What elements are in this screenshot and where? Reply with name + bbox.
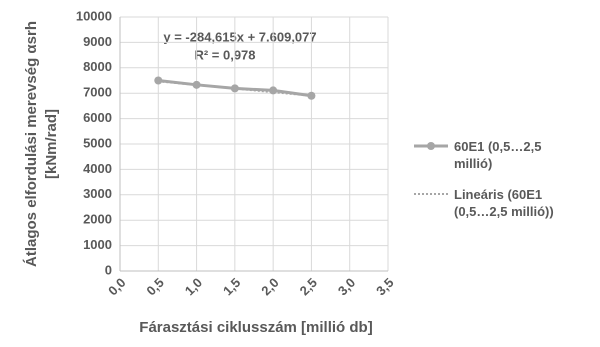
y-tick-label: 8000 [83, 59, 112, 74]
legend-swatch [414, 142, 448, 150]
y-tick-label: 9000 [83, 34, 112, 49]
y-tick-label: 4000 [83, 161, 112, 176]
x-tick-label: 3,0 [335, 275, 358, 298]
trend-line [158, 80, 312, 97]
x-tick-label: 0,5 [143, 275, 166, 298]
x-tick-label: 2,5 [297, 275, 320, 298]
legend-label: Lineáris (60E1 (0,5…2,5 millió)) [454, 187, 554, 219]
y-axis-title: Átlagos elfordulási merevség αsrh [23, 21, 40, 267]
x-tick-label: 3,5 [373, 275, 396, 298]
y-tick-label: 5000 [83, 135, 112, 150]
y-tick-label: 1000 [83, 237, 112, 252]
data-point [154, 76, 163, 85]
y-tick-label: 2000 [83, 212, 112, 227]
legend-item: 60E1 (0,5…2,5 millió) [414, 138, 600, 172]
grid [119, 16, 389, 272]
data-point [269, 86, 278, 95]
x-tick-label: 1,5 [220, 275, 243, 298]
x-axis-title: Fárasztási ciklusszám [millió db] [139, 319, 372, 336]
y-axis-title: [kNm/rad] [43, 109, 60, 179]
y-tick-label: 7000 [83, 85, 112, 100]
data-point [192, 80, 201, 89]
y-tick-label: 10000 [76, 8, 112, 23]
y-tick-label: 6000 [83, 110, 112, 125]
legend-swatch [414, 193, 448, 195]
x-tick-label: 1,0 [182, 275, 205, 298]
y-tick-label: 0 [105, 262, 112, 277]
x-tick-label: 2,0 [258, 275, 281, 298]
equation: y = -284,615x + 7.609,077 [163, 29, 316, 44]
legend-marker [427, 142, 435, 150]
legend-label: 60E1 (0,5…2,5 millió) [454, 139, 542, 171]
legend-item: Lineáris (60E1 (0,5…2,5 millió)) [414, 186, 600, 220]
r-squared: R² = 0,978 [194, 47, 255, 62]
legend: 60E1 (0,5…2,5 millió) Lineáris (60E1 (0,5… [414, 138, 600, 234]
x-tick-label: 0,0 [105, 275, 128, 298]
y-tick-label: 3000 [83, 186, 112, 201]
